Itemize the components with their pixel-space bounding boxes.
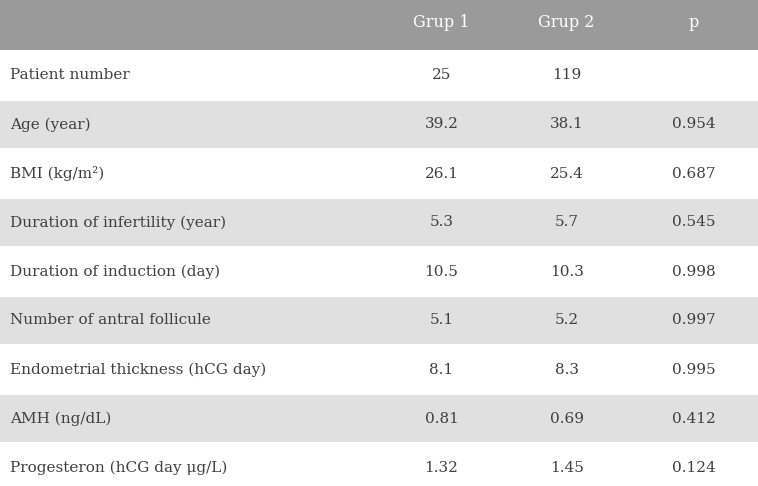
Text: 0.545: 0.545 — [672, 215, 716, 229]
Text: 5.2: 5.2 — [555, 313, 578, 328]
Bar — [0, 344, 758, 346]
Text: 5.7: 5.7 — [555, 215, 578, 229]
Text: 0.69: 0.69 — [550, 412, 584, 426]
Bar — [629, 199, 758, 246]
Bar — [0, 99, 758, 101]
Text: 5.3: 5.3 — [430, 215, 453, 229]
Bar — [379, 297, 504, 344]
Text: Duration of infertility (year): Duration of infertility (year) — [10, 215, 226, 230]
Text: 0.995: 0.995 — [672, 363, 716, 377]
Bar — [379, 150, 504, 197]
Bar — [629, 395, 758, 442]
Bar — [0, 444, 379, 486]
Bar — [0, 246, 758, 248]
Bar — [629, 346, 758, 393]
Bar — [0, 199, 379, 246]
Text: 119: 119 — [552, 69, 581, 83]
Bar — [0, 248, 379, 295]
Bar — [629, 52, 758, 99]
Text: BMI (kg/m²): BMI (kg/m²) — [10, 166, 105, 181]
Bar — [0, 442, 758, 444]
Bar — [0, 297, 379, 344]
Text: Grup 2: Grup 2 — [538, 14, 595, 31]
Bar — [629, 248, 758, 295]
Bar — [0, 197, 758, 199]
Bar — [629, 101, 758, 148]
Text: Progesteron (hCG day μg/L): Progesteron (hCG day μg/L) — [10, 460, 227, 475]
Text: 10.3: 10.3 — [550, 264, 584, 278]
Bar — [0, 150, 379, 197]
Text: Age (year): Age (year) — [10, 117, 91, 132]
Bar — [504, 297, 629, 344]
Text: 26.1: 26.1 — [424, 167, 459, 180]
Text: 0.412: 0.412 — [672, 412, 716, 426]
Text: 0.81: 0.81 — [424, 412, 459, 426]
Text: 25.4: 25.4 — [550, 167, 584, 180]
Bar — [629, 297, 758, 344]
Text: 38.1: 38.1 — [550, 118, 584, 132]
Bar — [379, 101, 504, 148]
Text: 5.1: 5.1 — [430, 313, 453, 328]
Bar — [0, 346, 379, 393]
Bar — [379, 346, 504, 393]
Text: Number of antral follicule: Number of antral follicule — [10, 313, 211, 328]
Bar — [629, 444, 758, 486]
Bar — [504, 395, 629, 442]
Bar — [379, 52, 504, 99]
Text: 39.2: 39.2 — [424, 118, 459, 132]
Text: 0.687: 0.687 — [672, 167, 716, 180]
Bar — [504, 52, 629, 99]
Text: 0.124: 0.124 — [672, 461, 716, 474]
Bar — [504, 199, 629, 246]
Bar — [504, 150, 629, 197]
Text: 0.997: 0.997 — [672, 313, 716, 328]
Bar — [0, 50, 758, 52]
Text: Patient number: Patient number — [10, 69, 130, 83]
Bar — [0, 295, 758, 297]
Text: AMH (ng/dL): AMH (ng/dL) — [10, 411, 111, 426]
Text: 1.45: 1.45 — [550, 461, 584, 474]
Text: 25: 25 — [432, 69, 451, 83]
Bar — [379, 199, 504, 246]
Text: 8.3: 8.3 — [555, 363, 578, 377]
Bar — [0, 148, 758, 150]
Text: 8.1: 8.1 — [430, 363, 453, 377]
Text: p: p — [688, 14, 699, 31]
Text: 0.954: 0.954 — [672, 118, 716, 132]
Bar — [504, 444, 629, 486]
Bar — [629, 0, 758, 50]
Bar — [379, 248, 504, 295]
Text: Endometrial thickness (hCG day): Endometrial thickness (hCG day) — [10, 362, 266, 377]
Bar — [0, 0, 379, 50]
Bar — [629, 150, 758, 197]
Text: 0.998: 0.998 — [672, 264, 716, 278]
Bar — [379, 395, 504, 442]
Bar — [0, 395, 379, 442]
Text: Grup 1: Grup 1 — [413, 14, 470, 31]
Bar — [0, 101, 379, 148]
Bar — [504, 346, 629, 393]
Bar — [0, 393, 758, 395]
Text: Duration of induction (day): Duration of induction (day) — [10, 264, 220, 278]
Bar — [379, 0, 504, 50]
Text: 10.5: 10.5 — [424, 264, 459, 278]
Text: 1.32: 1.32 — [424, 461, 459, 474]
Bar — [379, 444, 504, 486]
Bar — [504, 0, 629, 50]
Bar — [0, 52, 379, 99]
Bar — [504, 101, 629, 148]
Bar — [504, 248, 629, 295]
